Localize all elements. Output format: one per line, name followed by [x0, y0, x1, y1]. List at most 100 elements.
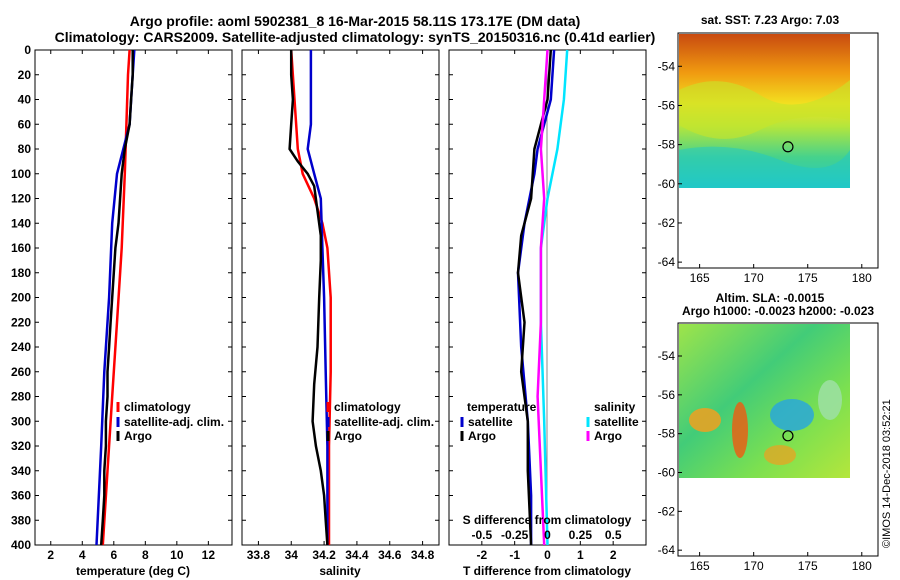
map-x-tick-label: 180 — [852, 559, 872, 573]
depth-tick-label: 80 — [18, 142, 32, 156]
map-x-tick-label: 175 — [798, 271, 818, 285]
legend-salinity-title: salinity — [594, 400, 636, 414]
depth-tick-label: 60 — [18, 117, 32, 131]
temperature-xlabel: temperature (deg C) — [76, 564, 190, 578]
map-y-tick-label: -62 — [658, 504, 676, 518]
map-x-tick-label: 165 — [690, 271, 710, 285]
sst-argo-marker — [782, 141, 794, 153]
depth-tick-label: 260 — [11, 365, 31, 379]
series-temperature-satellite — [516, 49, 556, 545]
x-tick-label: 4 — [79, 548, 86, 562]
x-tick-label: 2 — [47, 548, 54, 562]
legend-temperature-title: temperature — [467, 400, 537, 414]
difference-legend: temperature satellite Argo salinity sate… — [460, 400, 639, 443]
x-tick-label: 1 — [577, 548, 584, 562]
depth-tick-label: 20 — [18, 68, 32, 82]
depth-tick-label: 340 — [11, 464, 31, 478]
difference-xlabel: T difference from climatology — [463, 564, 631, 578]
depth-tick-label: 100 — [11, 167, 31, 181]
sst-map-cold-band — [679, 146, 850, 188]
depth-tick-label: 160 — [11, 241, 31, 255]
map-y-tick-label: -64 — [658, 543, 676, 557]
series-satellite-adj-clim- — [306, 50, 329, 545]
sla-argo-marker — [782, 430, 794, 442]
x-tick-label: -2 — [476, 548, 487, 562]
legend-climatology: climatology — [124, 400, 191, 414]
map-y-tick-label: -56 — [658, 388, 676, 402]
x-tick-label: 6 — [110, 548, 117, 562]
depth-tick-label: 140 — [11, 216, 31, 230]
depth-tick-label: 240 — [11, 340, 31, 354]
map-x-tick-label: 175 — [798, 559, 818, 573]
salinity-panel: 33.8 34 34.2 34.4 34.6 34.8 salinity climatol… — [241, 49, 440, 578]
top-tick-label: 0 — [544, 528, 551, 542]
x-tick-label: -1 — [509, 548, 520, 562]
x-tick-label: 33.8 — [247, 548, 271, 562]
sla-map-title1: Altim. SLA: -0.0015 — [716, 291, 825, 305]
depth-tick-label: 0 — [24, 43, 31, 57]
map-y-tick-label: -54 — [658, 59, 676, 73]
map-x-tick-label: 165 — [690, 559, 710, 573]
map-x-tick-label: 170 — [744, 271, 764, 285]
temperature-frame — [34, 49, 233, 546]
map-y-tick-label: -56 — [658, 98, 676, 112]
footer-credit: ©IMOS 14-Dec-2018 03:52:21 — [881, 399, 893, 548]
x-tick-label: 8 — [142, 548, 149, 562]
sst-map: sat. SST: 7.23 Argo: 7.03 165 170 175 180 -5… — [658, 13, 879, 285]
salinity-legend: climatology satellite-adj. clim. Argo — [326, 400, 434, 443]
x-tick-label: 34 — [285, 548, 299, 562]
series-temperature-argo — [516, 49, 553, 546]
depth-tick-label: 200 — [11, 291, 31, 305]
map-y-tick-label: -54 — [658, 349, 676, 363]
map-x-tick-label: 180 — [852, 271, 872, 285]
temperature-legend: climatology satellite-adj. clim. Argo — [116, 400, 224, 443]
legend-argo: Argo — [124, 429, 152, 443]
series-argo — [99, 50, 134, 546]
x-tick-label: 10 — [170, 548, 184, 562]
sla-cold-eddy — [770, 399, 814, 431]
legend-temp-argo: Argo — [468, 429, 496, 443]
map-y-tick-label: -60 — [658, 177, 676, 191]
top-tick-label: 0.25 — [569, 528, 593, 542]
depth-tick-label: 280 — [11, 390, 31, 404]
title-line2: Climatology: CARS2009. Satellite-adjuste… — [55, 29, 656, 45]
difference-panel: -2 -1 0 1 2 T difference from climatology S … — [448, 49, 647, 578]
top-tick-label: 0.5 — [605, 528, 622, 542]
legend-satellite-adj: satellite-adj. clim. — [124, 415, 224, 429]
temperature-panel: 2 4 6 8 10 1202040608010012014016018020022024… — [11, 43, 646, 578]
map-y-tick-label: -58 — [658, 427, 676, 441]
sal-legend-satellite-adj: satellite-adj. clim. — [334, 415, 434, 429]
sal-legend-climatology: climatology — [334, 400, 401, 414]
top-tick-label: -0.25 — [501, 528, 529, 542]
salinity-frame — [241, 49, 440, 546]
legend-sal-argo: Argo — [594, 429, 622, 443]
depth-tick-label: 120 — [11, 192, 31, 206]
sla-map-frame — [677, 322, 879, 557]
difference-xlabel-top: S difference from climatology — [463, 513, 632, 527]
depth-tick-label: 380 — [11, 513, 31, 527]
sla-warm-eddy — [764, 445, 796, 465]
map-y-tick-label: -58 — [658, 138, 676, 152]
series-salinity-satellite — [539, 49, 569, 546]
top-tick-label: -0.5 — [471, 528, 492, 542]
x-tick-label: 34.4 — [345, 548, 369, 562]
map-y-tick-label: -62 — [658, 216, 676, 230]
x-tick-label: 2 — [610, 548, 617, 562]
depth-tick-label: 360 — [11, 489, 31, 503]
salinity-xlabel: salinity — [319, 564, 361, 578]
depth-tick-label: 40 — [18, 93, 32, 107]
x-tick-label: 0 — [544, 548, 551, 562]
sal-legend-argo: Argo — [334, 429, 362, 443]
sla-warm-ridge — [732, 402, 748, 458]
series-climatology — [101, 49, 131, 546]
depth-tick-label: 320 — [11, 439, 31, 453]
depth-tick-label: 300 — [11, 414, 31, 428]
map-x-tick-label: 170 — [744, 559, 764, 573]
title-line1: Argo profile: aoml 5902381_8 16-Mar-2015… — [130, 13, 581, 29]
depth-tick-label: 180 — [11, 266, 31, 280]
depth-tick-label: 400 — [11, 538, 31, 552]
sla-warm-anomaly — [689, 408, 721, 432]
sla-map-title2: Argo h1000: -0.0023 h2000: -0.023 — [682, 304, 874, 318]
sst-map-band — [679, 80, 850, 139]
